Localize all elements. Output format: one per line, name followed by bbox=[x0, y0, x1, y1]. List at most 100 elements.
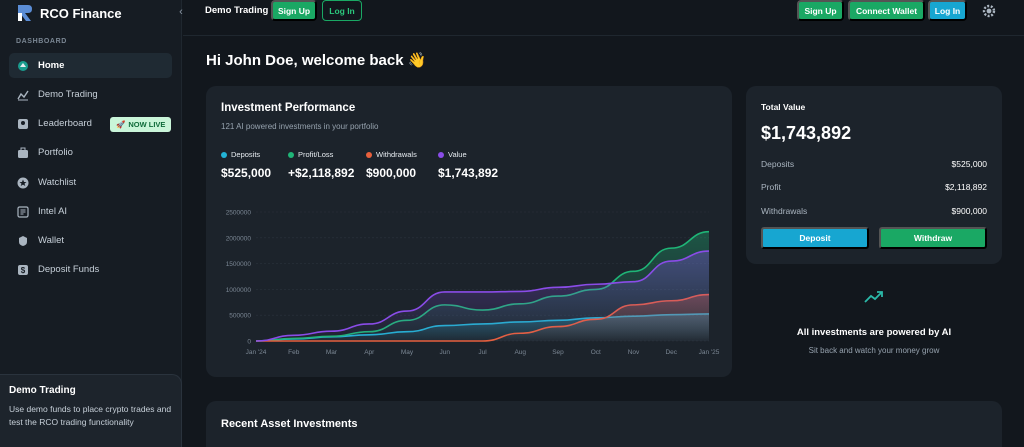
brand-name: RCO Finance bbox=[40, 5, 122, 21]
x-tick-label: Mar bbox=[326, 349, 338, 356]
sidebar: RCO Finance ‹ DASHBOARD Home Demo Tradin… bbox=[0, 0, 183, 447]
deposit-icon: $ bbox=[17, 264, 29, 276]
legend-dot bbox=[288, 151, 294, 158]
nav-section-label: DASHBOARD bbox=[16, 38, 67, 45]
login-button[interactable]: Log In bbox=[928, 0, 967, 21]
signup-button-left[interactable]: Sign Up bbox=[271, 0, 317, 21]
total-value-amount: $1,743,892 bbox=[761, 123, 852, 143]
live-badge-label: NOW LIVE bbox=[128, 120, 166, 129]
row-value: $2,118,892 bbox=[945, 182, 987, 192]
demo-card-title: Demo Trading bbox=[9, 385, 76, 396]
sidebar-item-label: Demo Trading bbox=[38, 89, 98, 100]
total-row-deposits: Deposits $525,000 bbox=[761, 159, 987, 169]
ai-icon bbox=[17, 205, 29, 218]
rocket-icon: 🚀 bbox=[116, 120, 126, 129]
total-row-profit: Profit $2,118,892 bbox=[761, 182, 987, 192]
withdraw-button[interactable]: Withdraw bbox=[879, 227, 987, 249]
series-area-value bbox=[256, 251, 709, 341]
settings-icon[interactable] bbox=[982, 4, 996, 18]
sidebar-item-label: Watchlist bbox=[38, 177, 77, 188]
y-tick-label: 500000 bbox=[229, 313, 251, 320]
y-tick-label: 1000000 bbox=[226, 287, 252, 294]
topbar: Demo Trading Sign Up Log In Sign Up Conn… bbox=[183, 0, 1024, 36]
row-label: Withdrawals bbox=[761, 206, 808, 216]
row-value: $525,000 bbox=[951, 159, 987, 169]
recent-asset-investments-card: Recent Asset Investments bbox=[206, 401, 1002, 447]
sidebar-item-watchlist[interactable]: Watchlist bbox=[9, 170, 172, 195]
sidebar-item-label: Wallet bbox=[38, 235, 65, 246]
deposits-value: $525,000 bbox=[221, 166, 272, 180]
star-icon bbox=[17, 177, 29, 189]
x-tick-label: Jan '24 bbox=[246, 349, 267, 356]
svg-text:$: $ bbox=[21, 266, 26, 275]
x-tick-label: May bbox=[401, 349, 414, 356]
x-tick-label: Sep bbox=[552, 349, 564, 356]
x-tick-label: Aug bbox=[514, 349, 526, 356]
deposit-button[interactable]: Deposit bbox=[761, 227, 869, 249]
welcome-greeting: Hi John Doe, welcome back 👋 bbox=[206, 52, 427, 69]
withdrawals-value: $900,000 bbox=[366, 166, 417, 180]
sidebar-item-intel-ai[interactable]: Intel AI bbox=[9, 199, 172, 224]
y-tick-label: 2500000 bbox=[226, 210, 252, 217]
chart-line-icon bbox=[17, 89, 29, 101]
legend-deposits: Deposits bbox=[221, 150, 260, 159]
demo-card-description: Use demo funds to place crypto trades an… bbox=[9, 404, 172, 427]
sidebar-item-demo-trading[interactable]: Demo Trading bbox=[9, 82, 172, 107]
x-tick-label: Nov bbox=[628, 349, 640, 356]
y-tick-label: 2000000 bbox=[226, 235, 252, 242]
signup-button[interactable]: Sign Up bbox=[797, 0, 844, 21]
total-value-card: Total Value $1,743,892 Deposits $525,000… bbox=[746, 86, 1002, 264]
performance-subtitle: 121 AI powered investments in your portf… bbox=[221, 122, 379, 131]
sidebar-item-home[interactable]: Home bbox=[9, 53, 172, 78]
legend-label: Profit/Loss bbox=[298, 150, 334, 159]
topbar-demo-trading-label[interactable]: Demo Trading bbox=[205, 5, 269, 16]
row-value: $900,000 bbox=[951, 206, 987, 216]
legend-label: Withdrawals bbox=[376, 150, 417, 159]
legend-value: Value bbox=[438, 150, 467, 159]
portfolio-icon bbox=[17, 147, 29, 159]
sidebar-item-label: Leaderboard bbox=[38, 118, 92, 129]
total-value-label: Total Value bbox=[761, 102, 806, 112]
login-button-left[interactable]: Log In bbox=[322, 0, 362, 21]
sidebar-item-wallet[interactable]: Wallet bbox=[9, 228, 172, 253]
performance-title: Investment Performance bbox=[221, 102, 356, 114]
recent-title: Recent Asset Investments bbox=[221, 418, 358, 430]
connect-wallet-button[interactable]: Connect Wallet bbox=[848, 0, 925, 21]
brand[interactable]: RCO Finance bbox=[16, 3, 122, 23]
sidebar-item-label: Deposit Funds bbox=[38, 264, 100, 275]
sidebar-item-portfolio[interactable]: Portfolio bbox=[9, 140, 172, 165]
sidebar-item-label: Intel AI bbox=[38, 206, 68, 217]
sidebar-item-deposit-funds[interactable]: $ Deposit Funds bbox=[9, 257, 172, 282]
ai-note-subtext: Sit back and watch your money grow bbox=[808, 346, 940, 355]
x-tick-label: Feb bbox=[288, 349, 300, 356]
demo-trading-card: Demo Trading Use demo funds to place cry… bbox=[0, 374, 182, 447]
x-tick-label: Dec bbox=[665, 349, 677, 356]
y-tick-label: 1500000 bbox=[226, 261, 252, 268]
legend-profit-loss: Profit/Loss bbox=[288, 150, 333, 159]
value-value: $1,743,892 bbox=[438, 166, 499, 180]
legend-dot bbox=[366, 151, 372, 158]
legend-dot bbox=[438, 151, 444, 158]
leaderboard-icon bbox=[17, 118, 29, 130]
x-tick-label: Oct bbox=[591, 349, 601, 356]
y-tick-label: 0 bbox=[247, 339, 251, 346]
total-row-withdrawals: Withdrawals $900,000 bbox=[761, 206, 987, 216]
collapse-sidebar-icon[interactable]: ‹ bbox=[179, 6, 183, 18]
legend-label: Value bbox=[448, 150, 467, 159]
legend-withdrawals: Withdrawals bbox=[366, 150, 417, 159]
legend-dot bbox=[221, 151, 227, 158]
wallet-icon bbox=[17, 235, 29, 247]
home-icon bbox=[17, 60, 29, 72]
row-label: Deposits bbox=[761, 159, 795, 169]
ai-note-heading: All investments are powered by AI bbox=[796, 327, 952, 338]
x-tick-label: Apr bbox=[364, 349, 375, 356]
trending-up-icon bbox=[864, 291, 883, 303]
investment-performance-card: Investment Performance 121 AI powered in… bbox=[206, 86, 732, 377]
now-live-badge: 🚀 NOW LIVE bbox=[110, 117, 172, 132]
x-tick-label: Jan '25 bbox=[699, 349, 720, 356]
series-line-value bbox=[255, 250, 710, 342]
sidebar-item-label: Portfolio bbox=[38, 147, 73, 158]
sidebar-item-leaderboard[interactable]: Leaderboard bbox=[9, 111, 172, 136]
sidebar-item-label: Home bbox=[38, 60, 65, 71]
x-tick-label: Jul bbox=[478, 349, 487, 356]
